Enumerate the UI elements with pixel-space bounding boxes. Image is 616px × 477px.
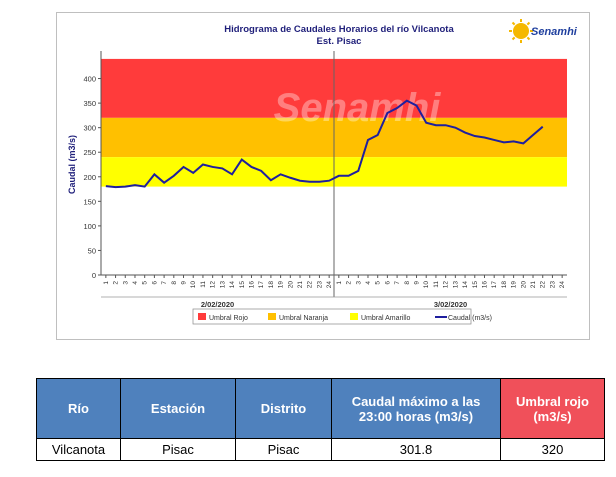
legend-swatch <box>268 313 276 320</box>
x-tick-label: 17 <box>491 281 498 289</box>
x-tick-label: 9 <box>414 281 421 285</box>
x-tick-label: 15 <box>472 281 479 289</box>
y-tick-label: 250 <box>83 148 96 157</box>
x-tick-label: 24 <box>559 281 566 289</box>
table-row: Vilcanota Pisac Pisac 301.8 320 <box>36 438 605 461</box>
y-tick-label: 350 <box>83 99 96 108</box>
x-tick-label: 21 <box>530 281 537 289</box>
x-tick-label: 6 <box>151 281 158 285</box>
x-tick-label: 23 <box>549 281 556 289</box>
day-label-1: 2/02/2020 <box>201 300 234 309</box>
x-tick-label: 20 <box>520 281 527 289</box>
x-tick-label: 2 <box>346 281 353 285</box>
legend-swatch <box>198 313 206 320</box>
chart-subtitle: Est. Pisac <box>317 36 362 47</box>
y-tick-label: 0 <box>92 271 96 280</box>
x-tick-label: 11 <box>433 281 440 288</box>
x-tick-label: 6 <box>384 281 391 285</box>
header-umbral-rojo: Umbral rojo (m3/s) <box>500 378 605 439</box>
x-tick-label: 16 <box>248 281 255 289</box>
x-tick-label: 15 <box>239 281 246 289</box>
y-tick-label: 150 <box>83 197 96 206</box>
x-tick-label: 18 <box>268 281 275 289</box>
cell-estacion: Pisac <box>120 438 236 461</box>
x-tick-label: 8 <box>404 281 411 285</box>
header-caudal-maximo: Caudal máximo a las 23:00 horas (m3/s) <box>331 378 501 439</box>
x-tick-label: 14 <box>229 281 236 289</box>
x-tick-label: 19 <box>278 281 285 289</box>
x-tick-label: 19 <box>511 281 518 289</box>
y-tick-label: 100 <box>83 222 96 231</box>
x-tick-label: 9 <box>181 281 188 285</box>
x-tick-label: 20 <box>287 281 294 289</box>
x-tick-label: 13 <box>219 281 226 289</box>
sun-ray-icon <box>511 36 516 41</box>
x-tick-label: 7 <box>394 281 401 285</box>
header-estacion: Estación <box>120 378 236 439</box>
legend-swatch <box>350 313 358 320</box>
legend-box <box>192 308 472 325</box>
y-axis-label: Caudal (m3/s) <box>67 135 77 194</box>
y-tick-label: 50 <box>88 246 96 255</box>
chart-frame: Senamhi Hidrograma de Caudales Horarios d… <box>56 12 590 340</box>
y-tick-label: 300 <box>83 124 96 133</box>
x-tick-label: 22 <box>540 281 547 289</box>
x-tick-label: 12 <box>443 281 450 289</box>
x-tick-label: 17 <box>258 281 265 289</box>
hydrograph-chart: Senamhi Hidrograma de Caudales Horarios d… <box>67 19 578 325</box>
y-tick-label: 400 <box>83 75 96 84</box>
x-tick-label: 4 <box>132 281 139 285</box>
x-tick-label: 1 <box>336 281 343 285</box>
x-tick-label: 5 <box>375 281 382 285</box>
legend-label: Caudal (m3/s) <box>448 315 492 322</box>
watermark-text: Senamhi <box>274 86 442 130</box>
x-tick-label: 18 <box>501 281 508 289</box>
table-header-row: Río Estación Distrito Caudal máximo a la… <box>36 378 605 439</box>
x-tick-label: 3 <box>355 281 362 285</box>
x-tick-label: 1 <box>103 281 110 285</box>
x-tick-label: 5 <box>142 281 149 285</box>
header-rio: Río <box>36 378 121 439</box>
cell-umbral-rojo: 320 <box>500 438 605 461</box>
sun-ray-icon <box>511 21 516 26</box>
x-tick-label: 10 <box>190 281 197 289</box>
x-tick-label: 23 <box>316 281 323 289</box>
x-tick-label: 4 <box>365 281 372 285</box>
chart-title: Hidrograma de Caudales Horarios del río … <box>224 24 454 35</box>
x-tick-label: 24 <box>326 281 333 289</box>
x-tick-label: 22 <box>307 281 314 289</box>
x-tick-label: 16 <box>481 281 488 289</box>
logo-text: Senamhi <box>531 26 578 38</box>
y-tick-label: 200 <box>83 173 96 182</box>
x-tick-label: 3 <box>122 281 129 285</box>
legend-label: Umbral Naranja <box>279 315 328 322</box>
cell-caudal-maximo: 301.8 <box>331 438 501 461</box>
day-label-2: 3/02/2020 <box>434 300 467 309</box>
x-tick-label: 10 <box>423 281 430 289</box>
series-caudal-line <box>105 99 544 189</box>
legend-label: Umbral Amarillo <box>361 315 411 322</box>
x-tick-label: 2 <box>113 281 120 285</box>
x-tick-label: 8 <box>171 281 178 285</box>
x-tick-label: 12 <box>210 281 217 289</box>
x-tick-label: 11 <box>200 281 207 288</box>
cell-rio: Vilcanota <box>36 438 121 461</box>
x-tick-label: 13 <box>452 281 459 289</box>
sun-ray-icon <box>526 36 531 41</box>
x-tick-label: 14 <box>462 281 469 289</box>
sun-icon <box>513 23 529 39</box>
sun-ray-icon <box>526 21 531 26</box>
legend-label: Umbral Rojo <box>209 315 248 322</box>
x-tick-label: 7 <box>161 281 168 285</box>
header-distrito: Distrito <box>235 378 332 439</box>
summary-table: Río Estación Distrito Caudal máximo a la… <box>36 378 605 461</box>
x-tick-label: 21 <box>297 281 304 289</box>
cell-distrito: Pisac <box>235 438 332 461</box>
